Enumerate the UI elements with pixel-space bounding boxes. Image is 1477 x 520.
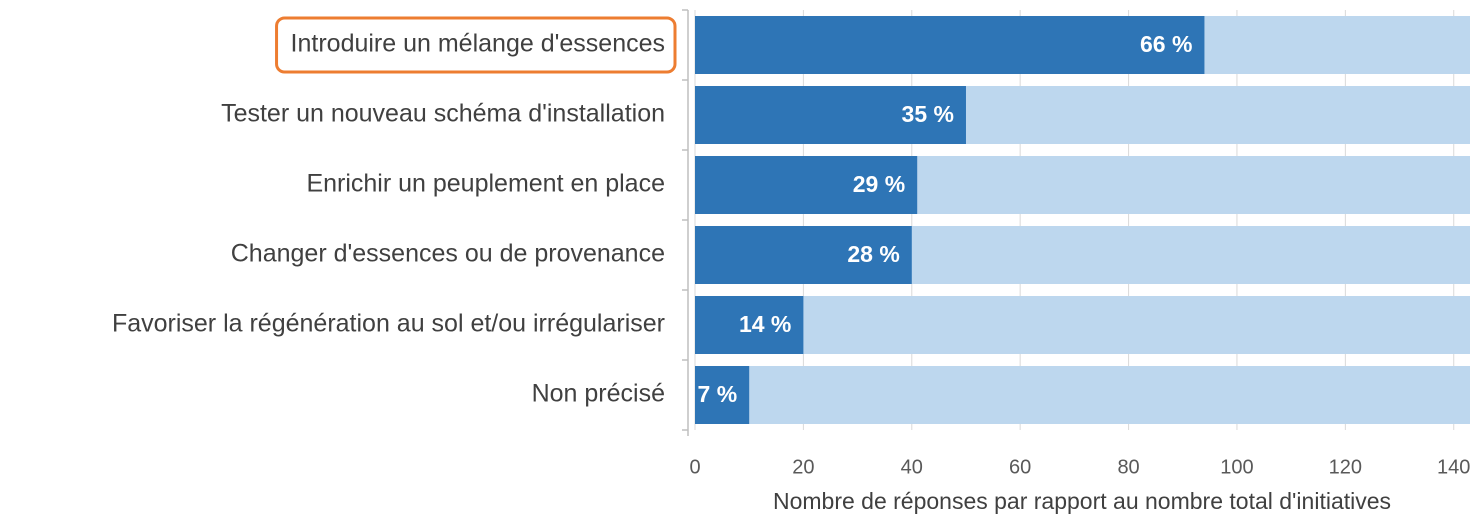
x-tick-label: 100 bbox=[1220, 456, 1253, 478]
data-label: 28 % bbox=[847, 241, 899, 267]
x-tick-label: 120 bbox=[1329, 456, 1362, 478]
y-tick-label: Enrichir un peuplement en place bbox=[306, 170, 665, 198]
x-tick-label: 60 bbox=[1009, 456, 1031, 478]
data-label: 66 % bbox=[1140, 31, 1192, 57]
y-tick-label: Introduire un mélange d'essences bbox=[291, 30, 665, 58]
x-tick-label: 80 bbox=[1117, 456, 1139, 478]
bar bbox=[695, 366, 750, 424]
x-axis-title: Nombre de réponses par rapport au nombre… bbox=[773, 488, 1391, 514]
bar bbox=[695, 16, 1205, 74]
y-tick-label: Favoriser la régénération au sol et/ou i… bbox=[112, 310, 665, 338]
bar bbox=[695, 226, 912, 284]
bar bbox=[695, 296, 1470, 354]
x-tick-label: 40 bbox=[901, 456, 923, 478]
bar bbox=[695, 366, 1470, 424]
data-label: 7 % bbox=[698, 381, 738, 407]
x-tick-label: 0 bbox=[689, 456, 700, 478]
highlight-box bbox=[275, 16, 677, 74]
y-tick-label: Non précisé bbox=[532, 380, 665, 408]
bar bbox=[695, 86, 966, 144]
data-label: 29 % bbox=[853, 171, 905, 197]
data-label: 14 % bbox=[739, 311, 791, 337]
y-tick-label: Tester un nouveau schéma d'installation bbox=[221, 100, 665, 128]
x-tick-label: 140 bbox=[1437, 456, 1470, 478]
bar bbox=[695, 296, 804, 354]
x-tick-label: 20 bbox=[792, 456, 814, 478]
y-tick-label: Changer d'essences ou de provenance bbox=[231, 240, 665, 268]
bar bbox=[695, 156, 918, 214]
data-label: 35 % bbox=[902, 101, 954, 127]
